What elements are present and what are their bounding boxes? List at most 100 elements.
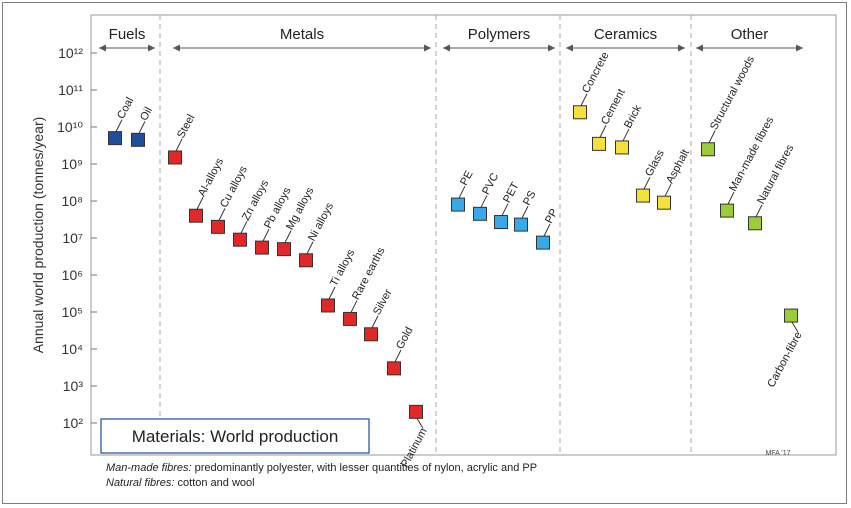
label-oil: Oil — [138, 105, 155, 123]
y-tick-label: 10¹¹ — [58, 82, 83, 98]
marker-pe — [451, 197, 465, 212]
y-tick-label: 10¹² — [58, 45, 83, 61]
marker-structural-woods — [701, 142, 715, 157]
y-tick-label: 10⁸ — [62, 193, 84, 209]
marker-cement — [592, 136, 606, 151]
leader-brick — [622, 128, 630, 142]
leader-oil — [138, 121, 146, 134]
group-label-metals: Metals — [280, 26, 324, 43]
label-ni-alloys: Ni alloys — [306, 200, 336, 243]
leader-man-made-fibres — [727, 191, 735, 205]
label-carbon-fibre: Carbon-fibre — [765, 330, 804, 390]
arrowhead-right — [148, 44, 155, 52]
label-pe: PE — [458, 169, 475, 188]
marker-man-made-fibres — [720, 203, 734, 218]
marker-pp — [536, 235, 550, 250]
leader-ps — [521, 205, 529, 219]
label-silver: Silver — [371, 287, 395, 317]
marker-zn-alloys — [233, 232, 247, 247]
leader-cu-alloys — [218, 208, 226, 221]
group-label-fuels: Fuels — [109, 26, 146, 43]
leader-pe — [458, 185, 466, 199]
marker-pb-alloys — [255, 240, 269, 255]
label-al-alloys: Al-alloys — [196, 156, 226, 199]
production-chart: Annual world production (tonnes/year) 10²… — [30, 14, 837, 470]
y-tick-label: 10¹⁰ — [57, 119, 83, 135]
marker-silver — [364, 327, 378, 342]
arrowhead-right — [548, 44, 555, 52]
credit-text: MFA '17 — [765, 450, 790, 457]
marker-al-alloys — [189, 208, 203, 223]
y-tick-label: 10⁷ — [62, 230, 83, 246]
label-gold: Gold — [394, 325, 416, 351]
leader-carbon-fibre — [791, 321, 799, 333]
y-tick-label: 10⁴ — [61, 341, 83, 357]
arrowhead-left — [173, 44, 180, 52]
leader-rare-earths — [350, 300, 358, 313]
leader-zn-alloys — [240, 220, 248, 234]
marker-carbon-fibre — [784, 308, 798, 323]
leader-natural-fibres — [755, 204, 763, 217]
arrowhead-right — [796, 44, 803, 52]
chart-title: Materials: World production — [132, 427, 339, 446]
marker-brick — [615, 140, 629, 155]
leader-silver — [371, 315, 379, 328]
marker-concrete — [573, 105, 587, 120]
y-tick-label: 10³ — [63, 378, 84, 394]
leader-pb-alloys — [262, 228, 270, 242]
arrowhead-left — [566, 44, 573, 52]
label-natural-fibres: Natural fibres — [755, 142, 797, 206]
arrowhead-left — [99, 44, 106, 52]
leader-coal — [115, 119, 123, 132]
leader-cement — [599, 125, 607, 138]
label-structural-woods: Structural woods — [708, 54, 757, 132]
y-tick-label: 10⁶ — [62, 267, 83, 283]
label-cu-alloys: Cu alloys — [218, 164, 250, 210]
label-ps: PS — [521, 189, 538, 208]
leader-steel — [175, 138, 183, 152]
marker-ps — [514, 217, 528, 232]
label-coal: Coal — [115, 95, 136, 121]
y-tick-label: 10⁹ — [61, 156, 83, 172]
leader-asphalt — [664, 183, 672, 197]
marker-mg-alloys — [277, 242, 291, 257]
footnote-natural-text: cotton and wool — [174, 477, 255, 489]
marker-cu-alloys — [211, 219, 225, 234]
marker-asphalt — [657, 195, 671, 210]
arrowhead-right — [678, 44, 685, 52]
marker-rare-earths — [343, 311, 357, 326]
marker-platinum — [409, 404, 423, 419]
label-pet: PET — [501, 180, 522, 205]
footnote-natural: Natural fibres: cotton and wool — [106, 477, 255, 489]
marker-steel — [168, 150, 182, 165]
marker-pet — [494, 215, 508, 230]
leader-glass — [643, 176, 651, 190]
marker-natural-fibres — [748, 216, 762, 231]
group-label-other: Other — [731, 26, 769, 43]
leader-concrete — [580, 93, 588, 106]
label-brick: Brick — [622, 103, 644, 131]
marker-glass — [636, 188, 650, 203]
leader-structural-woods — [708, 130, 716, 143]
title-box — [100, 418, 370, 454]
footnote-natural-term: Natural fibres: — [106, 477, 175, 489]
leader-pp — [543, 223, 551, 237]
leader-pvc — [480, 195, 488, 208]
label-steel: Steel — [175, 113, 197, 141]
label-concrete: Concrete — [580, 50, 612, 95]
label-glass: Glass — [643, 148, 667, 179]
footnote-manmade: Man-made fibres: predominantly polyester… — [106, 462, 537, 474]
y-tick-label: 10² — [63, 415, 84, 431]
plot-area-border — [90, 14, 837, 456]
label-asphalt: Asphalt — [664, 148, 692, 186]
label-pvc: PVC — [480, 171, 501, 197]
footnote-manmade-term: Man-made fibres: — [106, 462, 192, 474]
footnote-manmade-text: predominantly polyester, with lesser qua… — [191, 462, 538, 474]
y-axis-label: Annual world production (tonnes/year) — [30, 117, 46, 354]
group-label-ceramics: Ceramics — [594, 26, 657, 43]
leader-pet — [501, 203, 509, 216]
arrowhead-left — [696, 44, 703, 52]
leader-platinum — [416, 418, 424, 429]
leader-gold — [394, 349, 402, 363]
